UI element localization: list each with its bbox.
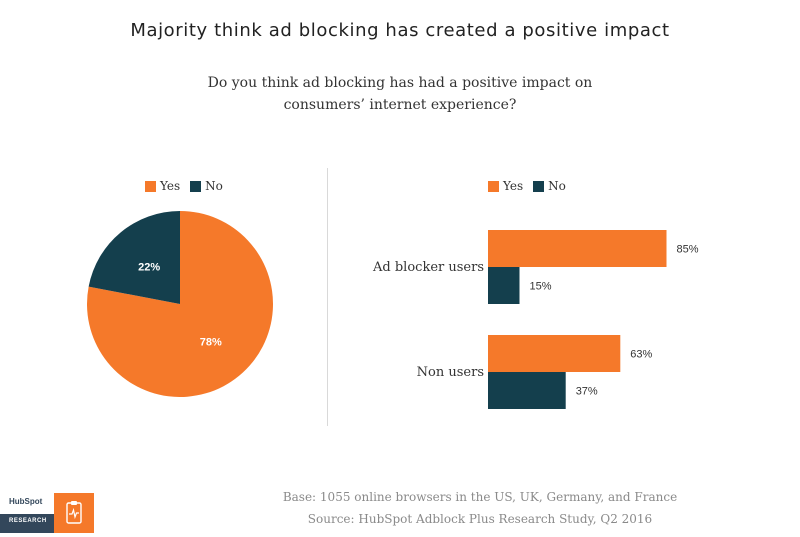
bar-legend-no-label: No: [548, 179, 566, 193]
bar-no: [488, 267, 520, 304]
bar-legend-no: No: [533, 179, 566, 193]
bar-value-label: 63%: [630, 349, 652, 361]
bar-value-label: 85%: [677, 244, 699, 256]
pie-slice-no: [88, 211, 180, 304]
bar-chart: Ad blocker users 85% 15% Non users 63% 37%: [340, 220, 780, 420]
bar-legend: Yes No: [488, 179, 570, 193]
research-badge: [54, 493, 94, 533]
pie-label-no: 22%: [138, 262, 160, 274]
yes-swatch: [145, 180, 156, 192]
chart-subtitle: Do you think ad blocking has had a posit…: [207, 75, 593, 113]
chart-title: Majority think ad blocking has created a…: [130, 20, 670, 41]
pie-legend: Yes No: [145, 179, 227, 193]
pie-legend-no: No: [190, 179, 223, 193]
pie-legend-no-label: No: [205, 179, 223, 193]
bar-yes: [488, 335, 621, 372]
hubspot-logo-text: HubSpot: [9, 497, 43, 506]
bar-yes: [488, 230, 667, 267]
pie-svg: 78% 22%: [87, 211, 274, 397]
pie-legend-yes: Yes: [145, 179, 180, 193]
pie-label-yes: 78%: [200, 336, 222, 348]
chart-divider: [327, 168, 328, 426]
bar-no: [488, 372, 566, 409]
bar-svg: Ad blocker users 85% 15% Non users 63% 37%: [372, 230, 699, 409]
footer-source: Source: HubSpot Adblock Plus Research St…: [307, 512, 653, 526]
no-swatch: [190, 180, 202, 192]
clipboard-icon: [66, 501, 82, 524]
pie-legend-yes-label: Yes: [160, 179, 181, 193]
pie-slice-yes: [87, 211, 274, 397]
research-band: [0, 514, 54, 533]
footer-base: Base: 1055 online browsers in the US, UK…: [282, 490, 678, 504]
bar-value-label: 37%: [576, 386, 598, 398]
bar-value-label: 15%: [530, 281, 552, 293]
yes-swatch: [488, 180, 499, 192]
category-label: Ad blocker users: [372, 260, 484, 275]
pie-chart: 78% 22%: [87, 211, 274, 397]
category-label: Non users: [417, 365, 484, 380]
no-swatch: [533, 180, 545, 192]
bar-legend-yes-label: Yes: [503, 179, 524, 193]
research-label: RESEARCH: [9, 518, 47, 524]
bar-legend-yes: Yes: [488, 179, 523, 193]
